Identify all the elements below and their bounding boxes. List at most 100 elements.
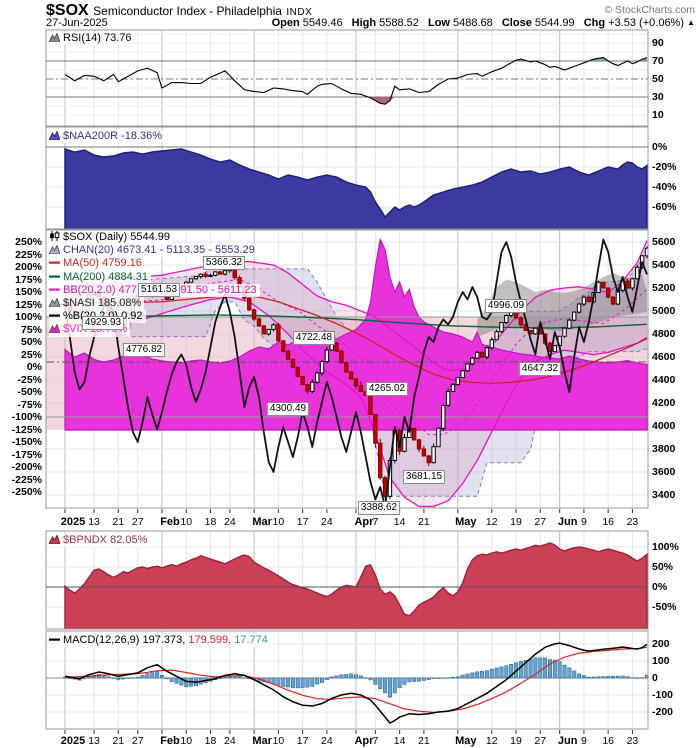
y-axis-label: 0% xyxy=(652,141,668,153)
mountain-icon xyxy=(48,244,61,257)
y-axis-label: 0 xyxy=(652,672,658,684)
gridlines xyxy=(64,30,633,126)
line-dash-icon xyxy=(49,311,60,323)
y-axis-label: 100% xyxy=(652,541,679,553)
x-axis-label: 23 xyxy=(626,735,639,747)
rsi-line xyxy=(64,56,648,105)
y-axis-label: 0% xyxy=(26,361,42,373)
y-axis-label: 5000 xyxy=(652,304,676,317)
y-axis-label: 4600 xyxy=(652,350,676,363)
price-callout: 5161.53 xyxy=(137,283,181,297)
naa200r-area xyxy=(64,148,648,229)
price-callout: 3388.62 xyxy=(357,501,401,515)
price-callout: 5366.32 xyxy=(202,256,246,270)
y-axis-label: -100% xyxy=(11,411,42,423)
y-axis-label: 250% xyxy=(15,236,42,248)
x-axis-label: 24 xyxy=(224,735,236,747)
y-axis-label: 4000 xyxy=(652,419,676,432)
naa200r-legend[interactable]: $NAA200R -18.36% xyxy=(48,130,165,143)
y-axis-label: 175% xyxy=(15,273,42,286)
chg-label: Chg xyxy=(583,17,606,29)
chart-header: $SOX Semiconductor Index - Philadelphia … xyxy=(46,2,312,20)
y-axis-label: -175% xyxy=(11,448,42,461)
mountain-icon xyxy=(48,297,61,310)
chg-value: +3.53 (+0.06%) xyxy=(608,17,685,29)
x-axis-label: 14 xyxy=(393,735,406,747)
x-axis-label: 19 xyxy=(510,516,522,528)
y-axis-label: 90 xyxy=(652,37,664,49)
y-axis-label: 3400 xyxy=(652,489,676,501)
price-callout: 4929.93 xyxy=(81,316,125,330)
x-axis-label: 13 xyxy=(88,516,100,528)
y-axis-label: -200% xyxy=(11,461,42,473)
y-axis-label: 3800 xyxy=(652,442,676,455)
y-axis-label: 225% xyxy=(15,248,42,261)
main-legend-label: CHAN(20) 4673.41 - 5113.35 - 5553.29 xyxy=(63,244,255,257)
y-axis-label: 30 xyxy=(652,91,664,103)
x-axis-label: 27 xyxy=(131,516,144,528)
y-axis-label: 4400 xyxy=(652,373,676,386)
panel-frame xyxy=(45,229,649,509)
y-axis-label: 50% xyxy=(20,336,42,348)
x-axis-label: 27 xyxy=(534,516,547,528)
x-axis-label: 19 xyxy=(510,735,522,747)
x-axis-label: May xyxy=(455,516,477,528)
x-axis-label: 17 xyxy=(296,735,309,747)
x-axis-label: 9 xyxy=(581,735,587,747)
symbol-name: Semiconductor Index - Philadelphia xyxy=(93,4,282,18)
nasi-line xyxy=(64,238,648,508)
main-legend-row: $NASI 185.08% xyxy=(48,297,145,311)
y-axis-label: 125% xyxy=(15,298,42,311)
x-axis-label: 2025 xyxy=(60,735,86,747)
close-label: Close xyxy=(501,17,532,29)
price-callout: 4722.48 xyxy=(292,331,336,345)
x-axis-label: 10 xyxy=(180,735,193,747)
x-axis-label: 24 xyxy=(321,516,333,528)
y-axis-label: 50 xyxy=(652,73,664,85)
line-dash-icon xyxy=(49,635,60,647)
macd-hist-value: 17.774 xyxy=(231,634,268,646)
low-value: 5488.68 xyxy=(453,17,493,29)
price-callout: 3681.15 xyxy=(402,470,446,484)
y-axis-label: -50% xyxy=(17,386,42,398)
x-axis-label: 21 xyxy=(418,516,430,528)
price-callout: 4265.02 xyxy=(365,382,409,396)
line-dash-icon xyxy=(49,285,60,297)
main-legend-row: $SOX (Daily) 5544.99 xyxy=(49,231,173,245)
x-axis-label: Mar xyxy=(252,735,272,747)
macd-panel xyxy=(46,642,648,724)
y-axis-label: 5600 xyxy=(652,235,676,248)
x-axis-label: 18 xyxy=(204,735,217,747)
y-axis-label: 4800 xyxy=(652,327,676,340)
panel-frame xyxy=(45,126,649,230)
y-axis-label: 75% xyxy=(20,323,42,336)
bollinger-mid-line xyxy=(65,278,648,436)
x-axis-label: Feb xyxy=(160,516,180,528)
y-axis-label: 200 xyxy=(652,638,670,650)
rsi-legend[interactable]: RSI(14) 73.76 xyxy=(48,32,134,45)
y-axis-label: 50% xyxy=(652,561,674,573)
y-axis-label: 100% xyxy=(15,311,42,323)
x-axis-label: 17 xyxy=(296,516,309,528)
high-value: 5588.52 xyxy=(379,17,419,29)
y-axis-label: -250% xyxy=(11,486,42,498)
x-axis-label: 9 xyxy=(581,516,587,528)
bpndx-area xyxy=(64,542,648,629)
x-axis-label: 21 xyxy=(112,516,125,528)
macd-line xyxy=(64,642,648,724)
low-label: Low xyxy=(427,17,450,29)
panel-frame xyxy=(45,630,649,730)
x-axis-label: Apr xyxy=(354,735,374,747)
macd-signal-line xyxy=(64,646,648,713)
x-axis-label: Mar xyxy=(252,516,272,528)
y-axis-label: 100 xyxy=(652,655,670,667)
naa200r-panel xyxy=(46,146,648,229)
bpndx-legend[interactable]: $BPNDX 82.05% xyxy=(48,534,150,547)
mountain-icon xyxy=(48,130,61,143)
y-axis-label: -125% xyxy=(11,423,42,436)
stockcharts-copyright-link[interactable]: © StockCharts.com xyxy=(604,4,695,16)
y-axis-label: -40% xyxy=(652,181,677,193)
macd-legend[interactable]: MACD(12,26,9) 197.373, 179.599, 17.774 xyxy=(49,634,270,647)
macd-histogram xyxy=(62,657,648,698)
